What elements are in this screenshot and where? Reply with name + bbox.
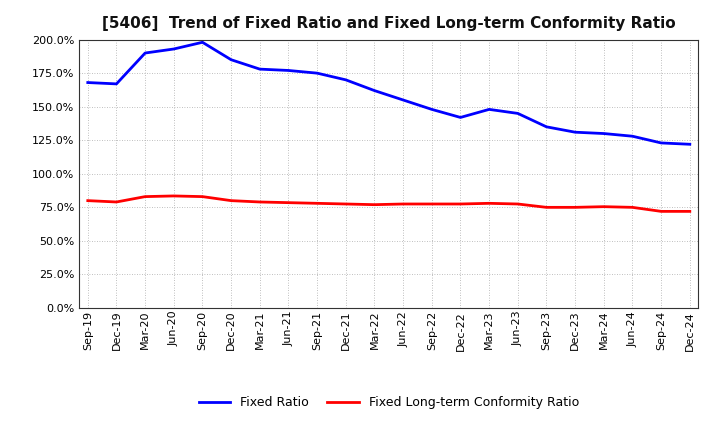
Fixed Ratio [198, 40, 207, 45]
Fixed Long-term Conformity Ratio [428, 202, 436, 207]
Fixed Long-term Conformity Ratio [284, 200, 293, 205]
Fixed Ratio [84, 80, 92, 85]
Fixed Long-term Conformity Ratio [227, 198, 235, 203]
Fixed Long-term Conformity Ratio [657, 209, 665, 214]
Fixed Long-term Conformity Ratio [141, 194, 150, 199]
Fixed Long-term Conformity Ratio [370, 202, 379, 207]
Fixed Long-term Conformity Ratio [685, 209, 694, 214]
Fixed Ratio [284, 68, 293, 73]
Fixed Ratio [370, 88, 379, 93]
Fixed Long-term Conformity Ratio [571, 205, 580, 210]
Fixed Long-term Conformity Ratio [513, 202, 522, 207]
Fixed Ratio [456, 115, 465, 120]
Fixed Ratio [628, 134, 636, 139]
Fixed Ratio [341, 77, 350, 82]
Fixed Ratio [513, 111, 522, 116]
Fixed Long-term Conformity Ratio [112, 199, 121, 205]
Fixed Long-term Conformity Ratio [256, 199, 264, 205]
Fixed Long-term Conformity Ratio [628, 205, 636, 210]
Line: Fixed Long-term Conformity Ratio: Fixed Long-term Conformity Ratio [88, 196, 690, 211]
Fixed Ratio [571, 129, 580, 135]
Fixed Ratio [542, 124, 551, 129]
Fixed Ratio [600, 131, 608, 136]
Fixed Long-term Conformity Ratio [399, 202, 408, 207]
Fixed Long-term Conformity Ratio [169, 193, 178, 198]
Fixed Long-term Conformity Ratio [312, 201, 321, 206]
Line: Fixed Ratio: Fixed Ratio [88, 42, 690, 144]
Fixed Long-term Conformity Ratio [456, 202, 465, 207]
Fixed Ratio [312, 70, 321, 76]
Fixed Long-term Conformity Ratio [198, 194, 207, 199]
Fixed Ratio [657, 140, 665, 146]
Fixed Ratio [428, 107, 436, 112]
Fixed Long-term Conformity Ratio [542, 205, 551, 210]
Fixed Long-term Conformity Ratio [341, 202, 350, 207]
Fixed Ratio [227, 57, 235, 62]
Fixed Ratio [141, 50, 150, 55]
Legend: Fixed Ratio, Fixed Long-term Conformity Ratio: Fixed Ratio, Fixed Long-term Conformity … [194, 392, 584, 414]
Fixed Ratio [112, 81, 121, 87]
Fixed Long-term Conformity Ratio [600, 204, 608, 209]
Fixed Ratio [685, 142, 694, 147]
Fixed Long-term Conformity Ratio [84, 198, 92, 203]
Title: [5406]  Trend of Fixed Ratio and Fixed Long-term Conformity Ratio: [5406] Trend of Fixed Ratio and Fixed Lo… [102, 16, 675, 32]
Fixed Ratio [256, 66, 264, 72]
Fixed Ratio [485, 107, 493, 112]
Fixed Long-term Conformity Ratio [485, 201, 493, 206]
Fixed Ratio [169, 46, 178, 51]
Fixed Ratio [399, 97, 408, 103]
